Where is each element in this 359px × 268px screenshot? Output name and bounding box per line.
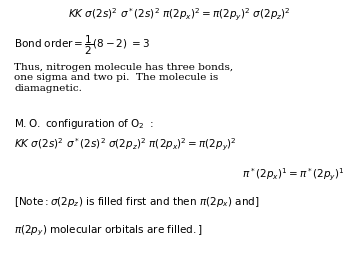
Text: $\mathrm{M.O.\ configuration\ of\ O_2\ :}$: $\mathrm{M.O.\ configuration\ of\ O_2\ :…: [14, 117, 154, 131]
Text: $\pi^*(2p_x)^1 = \pi^*(2p_y)^1$: $\pi^*(2p_x)^1 = \pi^*(2p_y)^1$: [242, 167, 345, 183]
Text: $\pi(2p_y)\mathrm{\ molecular\ orbitals\ are\ filled.]}$: $\pi(2p_y)\mathrm{\ molecular\ orbitals\…: [14, 224, 203, 238]
Text: $[\mathrm{Note}: \sigma(2p_z)\mathrm{\ is\ filled\ first\ and\ then\ }\pi(2p_x)\: $[\mathrm{Note}: \sigma(2p_z)\mathrm{\ i…: [14, 195, 260, 209]
Text: $\mathrm{Bond\ order} = \dfrac{1}{2}(8 - 2)\ = 3$: $\mathrm{Bond\ order} = \dfrac{1}{2}(8 -…: [14, 34, 151, 57]
Text: $\mathit{KK}\ \sigma(2s)^2\ \sigma^*(2s)^2\ \pi(2p_x)^2 = \pi(2p_y)^2\ \sigma(2p: $\mathit{KK}\ \sigma(2s)^2\ \sigma^*(2s)…: [68, 7, 291, 23]
Text: $\mathit{KK}\ \sigma(2s)^2\ \sigma^*(2s)^2\ \sigma(2p_z)^2\ \pi(2p_x)^2 = \pi(2p: $\mathit{KK}\ \sigma(2s)^2\ \sigma^*(2s)…: [14, 137, 237, 153]
Text: Thus, nitrogen molecule has three bonds,
one sigma and two pi.  The molecule is
: Thus, nitrogen molecule has three bonds,…: [14, 63, 233, 93]
